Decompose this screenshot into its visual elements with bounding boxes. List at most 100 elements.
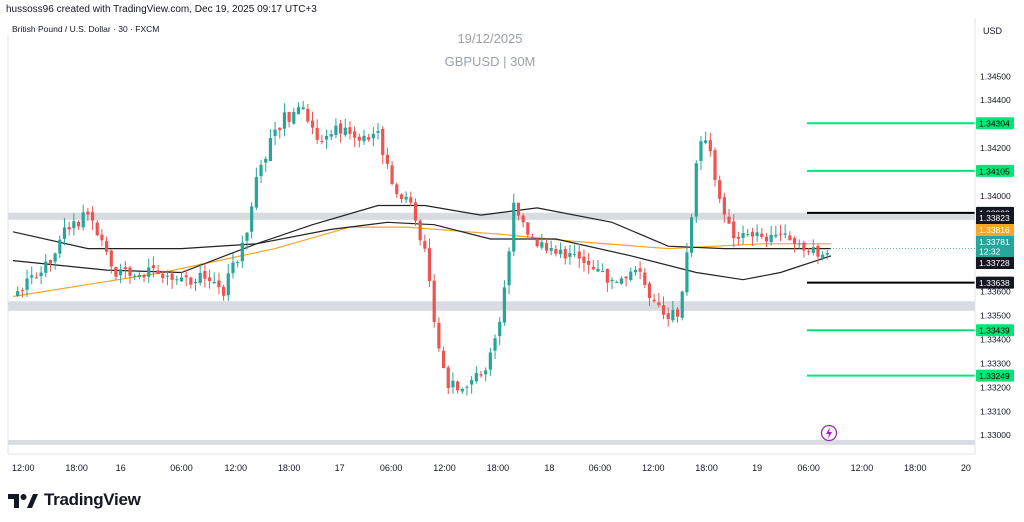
- candle-body[interactable]: [633, 269, 638, 273]
- candle-body[interactable]: [816, 245, 820, 257]
- candle-body[interactable]: [708, 140, 712, 152]
- candle-body[interactable]: [254, 177, 258, 208]
- currency-label[interactable]: USD: [983, 26, 1003, 36]
- candle-body[interactable]: [53, 253, 57, 262]
- candle-body[interactable]: [666, 313, 670, 319]
- candle-body[interactable]: [788, 235, 792, 241]
- time-axis[interactable]: 12:00 18:00 16 06:00 12:00 18:00 17 06:00 12:00 1…: [12, 463, 971, 473]
- candle-body[interactable]: [437, 322, 441, 349]
- candle-body[interactable]: [783, 233, 787, 235]
- candle-body[interactable]: [161, 273, 165, 279]
- candle-body[interactable]: [62, 227, 67, 239]
- candle-body[interactable]: [287, 111, 291, 122]
- candle-body[interactable]: [549, 248, 553, 251]
- candle-body[interactable]: [657, 302, 661, 306]
- candle-body[interactable]: [423, 240, 427, 249]
- candle-body[interactable]: [432, 280, 436, 323]
- candle-body[interactable]: [507, 251, 511, 286]
- candle-body[interactable]: [671, 310, 675, 321]
- candle-body[interactable]: [292, 111, 296, 124]
- candle-body[interactable]: [133, 275, 137, 277]
- candle-body[interactable]: [193, 281, 198, 284]
- candle-body[interactable]: [652, 299, 656, 302]
- candle-body[interactable]: [212, 281, 216, 284]
- candle-body[interactable]: [451, 380, 455, 388]
- candle-body[interactable]: [353, 131, 357, 138]
- candle-body[interactable]: [629, 271, 633, 280]
- candle-body[interactable]: [802, 242, 806, 251]
- candle-body[interactable]: [680, 291, 684, 318]
- candle-body[interactable]: [516, 202, 521, 216]
- candle-body[interactable]: [540, 242, 544, 248]
- candle-body[interactable]: [72, 221, 76, 229]
- candle-body[interactable]: [137, 274, 141, 277]
- candle-body[interactable]: [413, 202, 418, 221]
- candle-body[interactable]: [100, 234, 104, 241]
- candle-body[interactable]: [217, 280, 221, 288]
- candle-body[interactable]: [456, 381, 460, 391]
- price-axis[interactable]: 1.34500 1.34400 1.34200 1.34000 1.33600 1.335…: [980, 71, 1011, 440]
- candle-body[interactable]: [58, 239, 62, 254]
- candle-body[interactable]: [774, 234, 778, 237]
- candle-body[interactable]: [30, 275, 34, 278]
- candle-body[interactable]: [170, 273, 174, 280]
- candle-body[interactable]: [647, 283, 652, 299]
- candle-body[interactable]: [39, 272, 43, 276]
- candle-body[interactable]: [203, 270, 207, 279]
- candle-body[interactable]: [67, 227, 71, 230]
- candle-body[interactable]: [619, 278, 623, 284]
- candle-body[interactable]: [34, 277, 38, 279]
- candle-body[interactable]: [381, 128, 385, 156]
- candle-body[interactable]: [189, 277, 193, 285]
- candle-body[interactable]: [690, 217, 694, 253]
- candle-body[interactable]: [198, 272, 202, 283]
- candle-body[interactable]: [357, 136, 361, 141]
- candle-body[interactable]: [778, 233, 783, 235]
- candle-body[interactable]: [175, 279, 179, 281]
- candle-body[interactable]: [367, 137, 371, 140]
- candle-body[interactable]: [48, 260, 53, 264]
- candle-body[interactable]: [587, 260, 591, 265]
- candle-body[interactable]: [81, 212, 85, 228]
- candle-body[interactable]: [128, 267, 132, 276]
- price-chart[interactable]: British Pound / U.S. Dollar · 30 · FXCM …: [0, 18, 1024, 480]
- candle-body[interactable]: [395, 184, 399, 195]
- candles[interactable]: [16, 101, 829, 396]
- candle-body[interactable]: [315, 127, 319, 140]
- candle-body[interactable]: [114, 266, 118, 277]
- candle-body[interactable]: [512, 202, 516, 252]
- candle-body[interactable]: [582, 256, 586, 263]
- candle-body[interactable]: [474, 372, 478, 382]
- candle-body[interactable]: [123, 267, 127, 270]
- candle-body[interactable]: [339, 123, 343, 134]
- candle-body[interactable]: [825, 253, 829, 255]
- candle-body[interactable]: [792, 238, 797, 244]
- candle-body[interactable]: [605, 268, 609, 283]
- candle-body[interactable]: [685, 252, 689, 293]
- candle-body[interactable]: [704, 140, 708, 143]
- candle-body[interactable]: [769, 234, 773, 243]
- candle-body[interactable]: [362, 135, 366, 142]
- candle-body[interactable]: [282, 112, 287, 129]
- candle-body[interactable]: [222, 286, 226, 296]
- candle-body[interactable]: [236, 262, 240, 264]
- candle-body[interactable]: [25, 278, 29, 290]
- candle-body[interactable]: [573, 253, 577, 255]
- candle-body[interactable]: [44, 261, 48, 273]
- candle-body[interactable]: [179, 277, 184, 282]
- candle-body[interactable]: [259, 164, 263, 177]
- candle-body[interactable]: [226, 273, 230, 296]
- candle-body[interactable]: [563, 249, 567, 259]
- candle-body[interactable]: [797, 243, 801, 245]
- candle-body[interactable]: [385, 154, 389, 164]
- candle-body[interactable]: [596, 268, 600, 272]
- candle-body[interactable]: [760, 233, 764, 238]
- candle-body[interactable]: [147, 267, 151, 277]
- candle-body[interactable]: [245, 232, 249, 241]
- candle-body[interactable]: [699, 141, 703, 161]
- candle-body[interactable]: [151, 265, 155, 269]
- candle-body[interactable]: [727, 216, 731, 224]
- candle-body[interactable]: [502, 287, 506, 323]
- candle-body[interactable]: [558, 249, 563, 255]
- candle-body[interactable]: [86, 211, 90, 215]
